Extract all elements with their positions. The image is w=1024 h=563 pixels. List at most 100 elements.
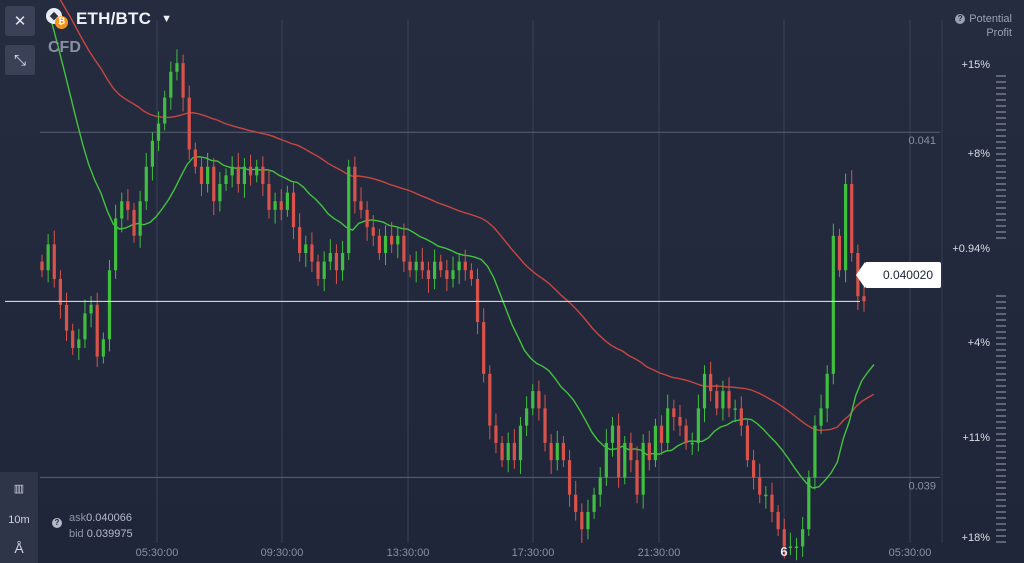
profit-scale-label: +15%	[962, 59, 991, 71]
candle-body	[617, 425, 621, 478]
candle-body	[40, 261, 44, 271]
candle-body	[457, 261, 461, 271]
candle-body	[733, 408, 737, 410]
moving-average-slow-line	[59, 0, 875, 432]
ask-bid-panel: ? ask0.040066 bid 0.039975	[52, 510, 133, 542]
candle-body	[623, 442, 627, 478]
left-toolbar: ▥ 10m Å	[0, 472, 38, 563]
timeframe-label: 10m	[8, 514, 30, 526]
candle-body	[101, 339, 105, 357]
candle-body	[248, 166, 253, 176]
candle-body	[555, 442, 559, 461]
help-icon[interactable]: ?	[52, 518, 62, 528]
asset-pair-label: ETH/BTC	[76, 9, 152, 28]
candle-body	[347, 166, 351, 254]
bid-label: bid	[69, 528, 84, 540]
candle-body	[751, 460, 756, 478]
candle-body	[279, 201, 283, 210]
candle-body	[525, 408, 529, 426]
candle-body	[488, 373, 492, 426]
candle-body	[715, 391, 719, 409]
candle-body	[764, 494, 768, 497]
candle-body	[549, 442, 553, 461]
candle-body	[801, 529, 805, 547]
indicators-button[interactable]: Å	[0, 540, 38, 556]
candle-body	[758, 477, 762, 495]
candle-body	[500, 442, 504, 461]
candle-body	[163, 97, 167, 124]
candle-body	[721, 391, 725, 409]
timeframe-button[interactable]: 10m	[0, 514, 38, 526]
candle-body	[439, 261, 443, 271]
candle-body	[782, 529, 786, 547]
potential-profit-header[interactable]: ? Potential Profit	[955, 12, 1012, 40]
candle-body	[359, 201, 363, 210]
collapse-chart-button[interactable]: ⤡	[5, 45, 35, 75]
candle-body	[46, 244, 50, 271]
candle-body	[353, 166, 357, 202]
candle-body	[383, 235, 388, 254]
candle-body	[285, 192, 289, 210]
close-chart-button[interactable]: ✕	[5, 6, 35, 36]
candle-body	[322, 261, 326, 279]
candle-body	[745, 425, 750, 461]
candle-body	[175, 63, 179, 72]
candle-body	[727, 391, 731, 409]
candle-body	[193, 149, 197, 167]
candle-body	[64, 304, 69, 331]
candles-chart-icon: ▥	[13, 483, 25, 495]
candle-body	[206, 166, 210, 184]
candle-body	[580, 511, 584, 530]
candle-body	[807, 477, 811, 530]
candle-body	[445, 270, 449, 279]
candle-body	[647, 442, 651, 461]
candle-body	[408, 261, 412, 271]
candle-body	[690, 442, 694, 445]
candle-body	[212, 166, 216, 202]
candle-body	[537, 391, 541, 409]
candle-body	[592, 494, 596, 512]
candle-body	[230, 166, 234, 176]
candle-body	[635, 460, 639, 495]
candle-body	[242, 166, 247, 184]
candle-body	[255, 166, 259, 176]
close-icon: ✕	[13, 13, 27, 30]
chevron-down-icon: ▼	[161, 13, 172, 25]
candle-body	[819, 408, 823, 426]
x-axis-tick-label: 09:30:00	[261, 547, 304, 559]
profit-scale-label: +8%	[968, 148, 991, 160]
profit-scale-label: +11%	[962, 432, 990, 444]
level-label: 0.041	[908, 135, 936, 147]
candle-body	[169, 71, 173, 98]
candle-body	[659, 425, 664, 443]
candle-body	[543, 408, 547, 443]
candle-body	[506, 442, 510, 461]
candle-body	[58, 278, 63, 305]
x-axis-tick-label: 17:30:00	[512, 547, 555, 559]
candle-body	[463, 261, 467, 271]
candle-body	[586, 511, 590, 530]
x-axis-tick-label: 21:30:00	[638, 547, 681, 559]
chart-type-button[interactable]: ▥	[0, 482, 38, 495]
candle-body	[298, 227, 302, 254]
candle-body	[77, 339, 81, 348]
candle-body	[396, 235, 400, 245]
candle-body	[156, 123, 161, 141]
moving-average-fast-line	[51, 23, 875, 489]
candle-body	[610, 425, 615, 443]
asset-selector[interactable]: ◆ ₿ ETH/BTC ▼	[46, 6, 172, 32]
candle-body	[776, 511, 780, 530]
candle-body	[267, 183, 271, 210]
candle-body	[304, 244, 308, 254]
candle-body	[482, 322, 486, 374]
candle-body	[684, 425, 688, 443]
profit-scale-label: +4%	[968, 337, 991, 349]
candle-body	[132, 209, 136, 236]
candle-body	[316, 261, 320, 279]
candle-body	[334, 253, 339, 271]
candle-body	[120, 201, 124, 219]
candle-body	[144, 166, 148, 202]
ask-row: ask0.040066	[69, 510, 133, 526]
